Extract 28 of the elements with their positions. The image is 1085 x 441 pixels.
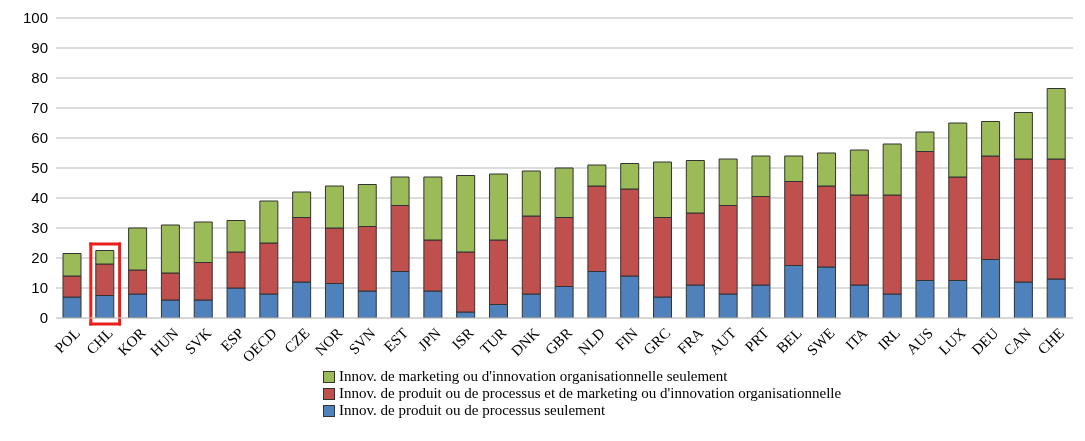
y-tick-label: 70: [31, 99, 48, 117]
x-tick-label: FIN: [612, 324, 641, 354]
x-tick-label: IRL: [874, 324, 904, 354]
x-tick-label: TUR: [476, 324, 510, 358]
x-tick-label: CZE: [281, 324, 313, 357]
x-tick-label: PRT: [741, 324, 772, 355]
x-tick-label: GBR: [541, 324, 576, 358]
y-tick-label: 60: [31, 129, 48, 147]
y-tick-label: 10: [31, 279, 48, 297]
y-tick-label: 30: [31, 219, 48, 237]
legend-label: Innov. de marketing ou d'innovation organisationnelle seulement: [339, 368, 728, 385]
x-tick-label: POL: [51, 324, 84, 357]
y-tick-label: 80: [31, 69, 48, 87]
legend-label: Innov. de produit ou de processus seulement: [339, 402, 606, 419]
x-tick-label: FRA: [674, 324, 707, 357]
x-tick-label: ITA: [842, 324, 871, 353]
legend-label: Innov. de produit ou de processus et de marketing ou d'innovation organisationnelle: [339, 385, 842, 402]
x-tick-label: CHL: [83, 324, 116, 358]
y-tick-label: 90: [31, 39, 48, 57]
x-tick-label: CHE: [1034, 324, 1068, 358]
y-tick-label: 20: [31, 249, 48, 267]
y-tick-label: 40: [31, 189, 48, 207]
x-tick-label: JPN: [414, 324, 444, 354]
y-tick-label: 0: [39, 309, 48, 327]
x-tick-label: BEL: [773, 324, 805, 357]
x-tick-label: ISR: [448, 324, 477, 353]
y-tick-label: 50: [31, 159, 48, 177]
y-tick-label: 100: [22, 9, 48, 27]
